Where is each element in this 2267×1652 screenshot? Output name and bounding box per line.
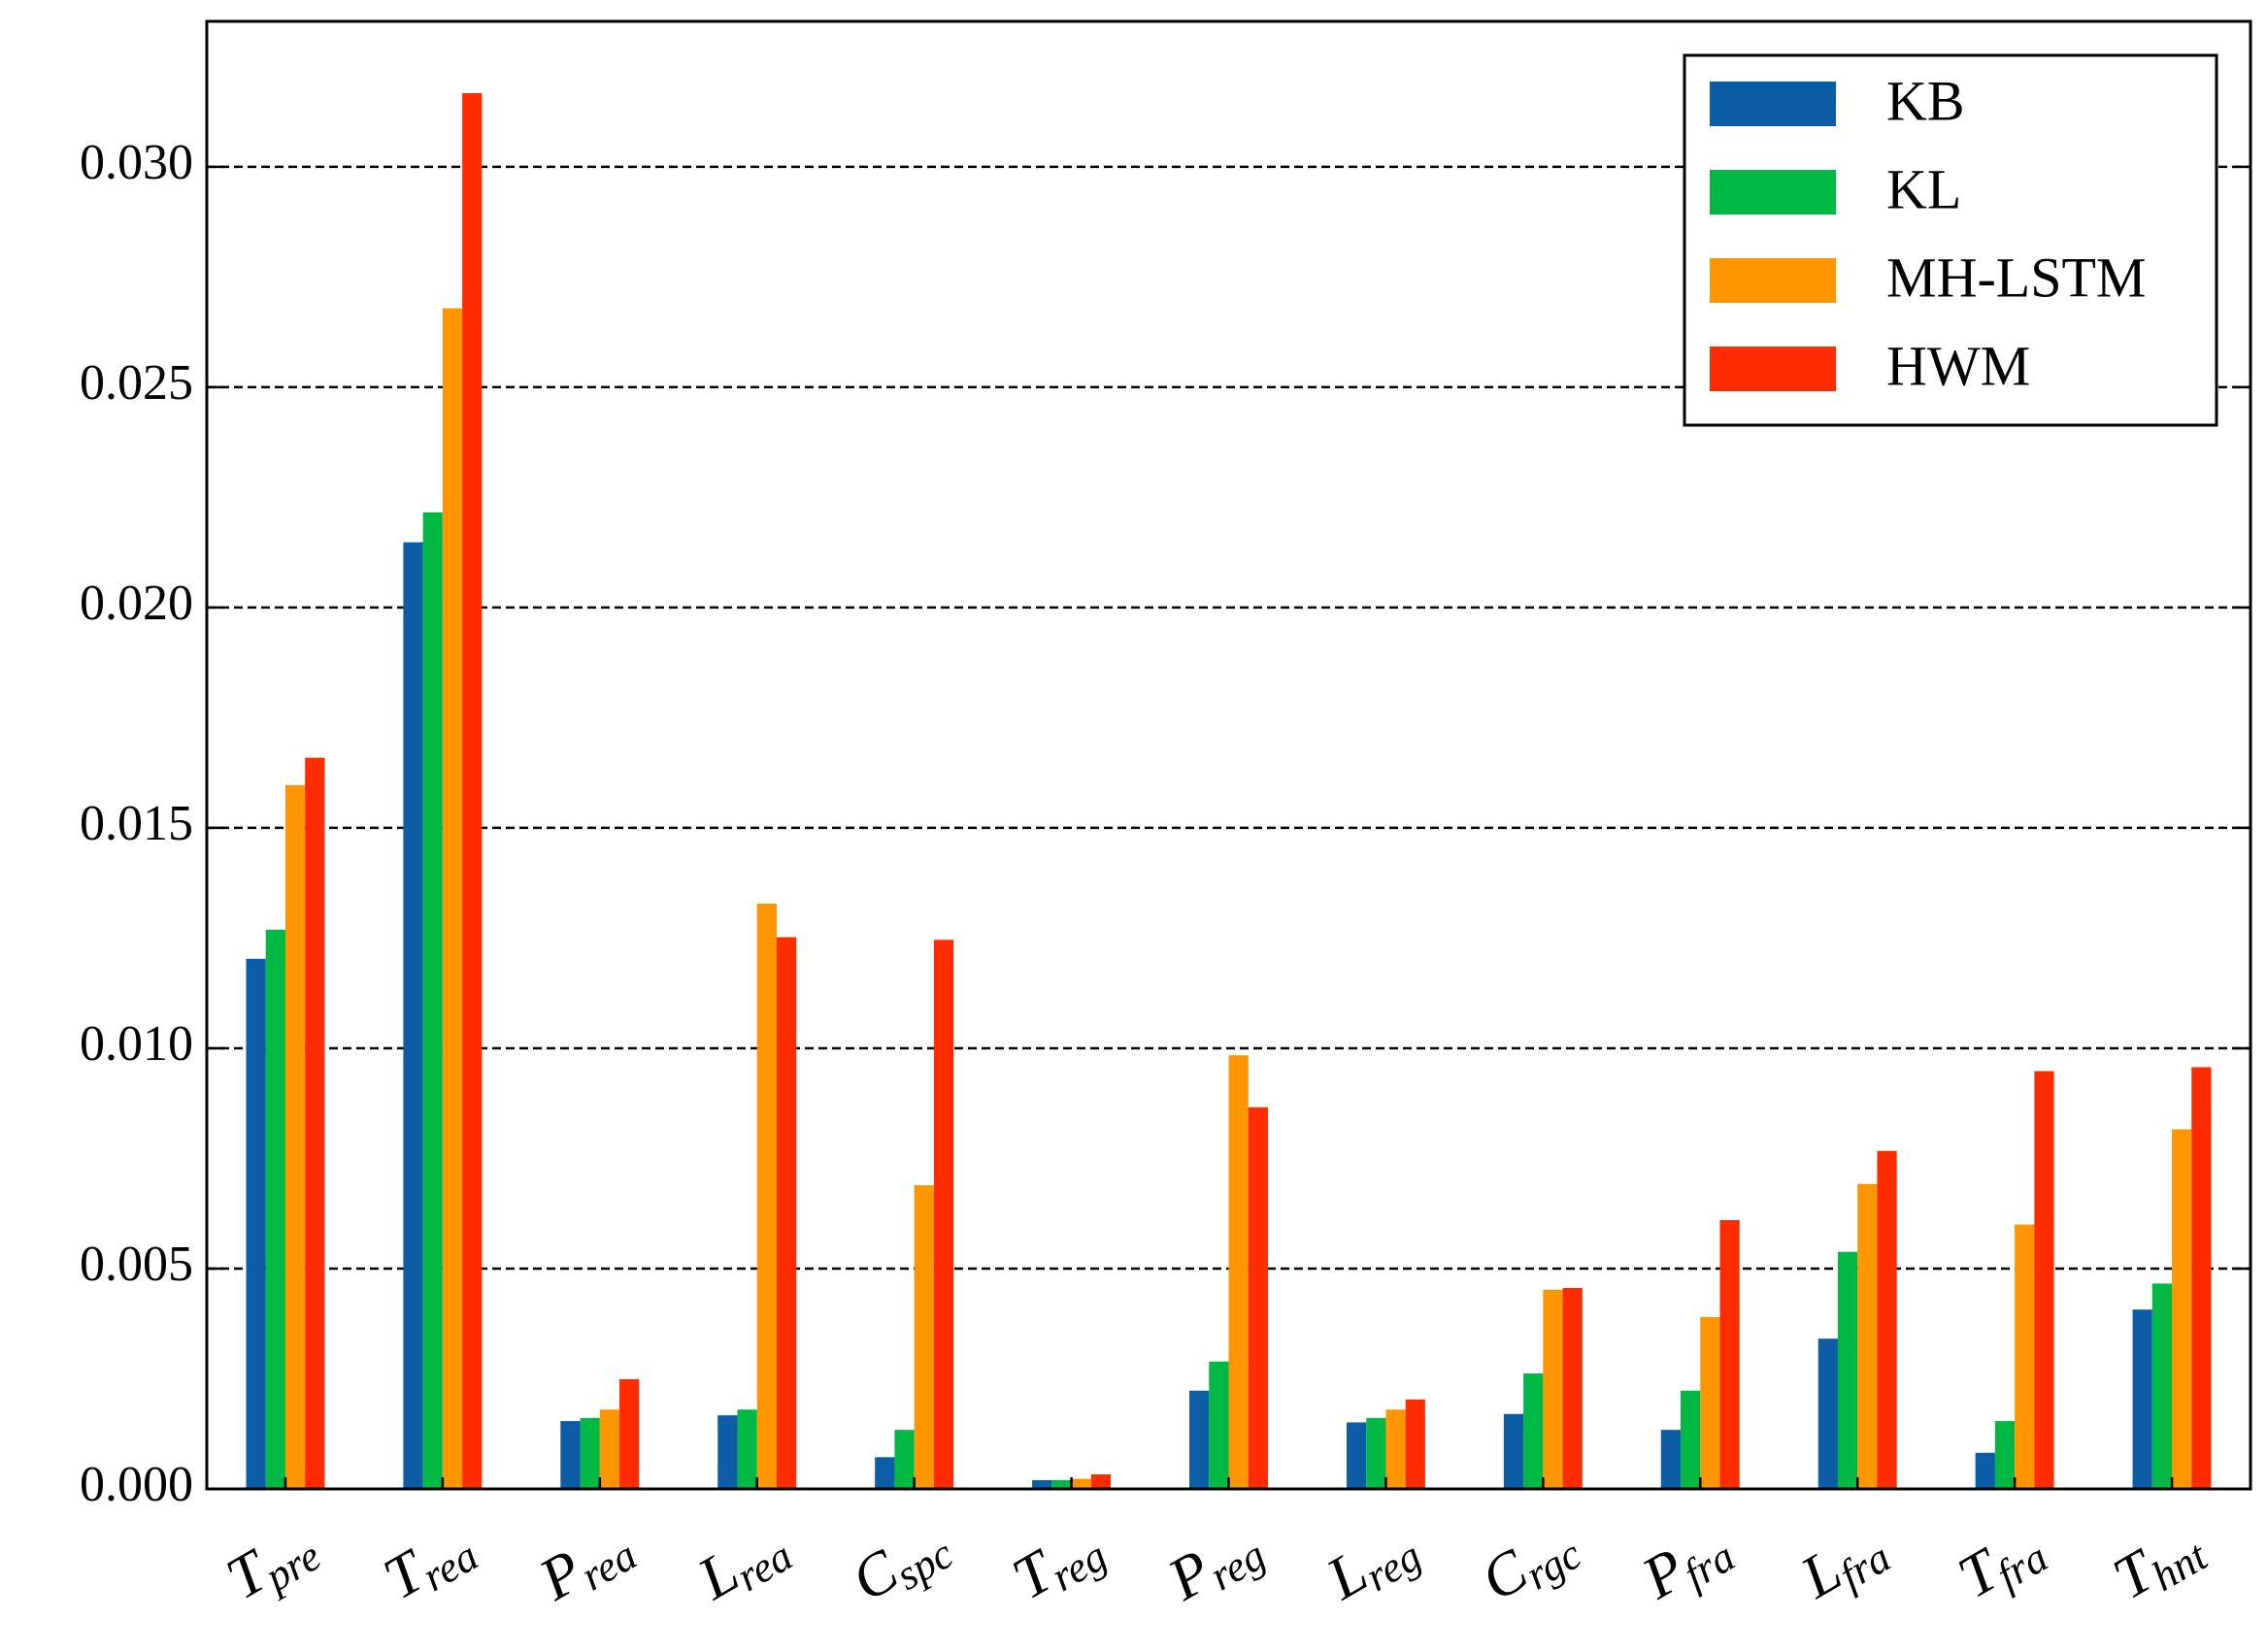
bar (717, 1415, 738, 1489)
bar (756, 904, 777, 1489)
legend-label: KL (1886, 157, 1961, 220)
bar (442, 308, 463, 1489)
x-tick-label: Lrea (686, 1511, 800, 1618)
bar (2172, 1129, 2192, 1489)
bar (1051, 1479, 1072, 1489)
bar (933, 940, 954, 1489)
bar (619, 1378, 640, 1489)
bar (1523, 1373, 1544, 1489)
bar (422, 512, 443, 1489)
y-tick-label: 0.020 (80, 576, 193, 631)
bar (560, 1421, 581, 1489)
bar (1543, 1289, 1563, 1489)
bar (580, 1417, 600, 1489)
legend-label: KB (1886, 69, 1965, 132)
bar (1994, 1421, 2016, 1489)
x-tick-label: Preg (1157, 1510, 1274, 1619)
bar (1975, 1452, 1995, 1489)
bar (1366, 1417, 1386, 1489)
bar (1090, 1474, 1112, 1489)
bar (1071, 1478, 1091, 1489)
legend-label: MH-LSTM (1886, 246, 2146, 309)
bar (1877, 1150, 1897, 1489)
x-tick-label: Lfra (1789, 1512, 1898, 1616)
bar (776, 937, 797, 1489)
x-tick-label: Treg (1002, 1511, 1115, 1618)
bar (1189, 1390, 1210, 1489)
bar (1228, 1055, 1249, 1489)
legend-swatch (1710, 82, 1836, 126)
bar (599, 1409, 620, 1489)
x-tick-label: Crgc (1471, 1509, 1590, 1619)
y-tick-label: 0.030 (80, 135, 193, 190)
bar (284, 784, 306, 1489)
bar (2191, 1067, 2212, 1489)
bar (305, 757, 325, 1489)
y-tick-label: 0.015 (80, 796, 193, 851)
bar (1405, 1399, 1425, 1489)
bar (914, 1185, 934, 1489)
x-tick-label: Lreg (1316, 1511, 1429, 1618)
bar (1032, 1479, 1052, 1489)
bar (1209, 1361, 1229, 1489)
bar (1248, 1107, 1268, 1489)
bar (2151, 1283, 2173, 1489)
bar (1837, 1251, 1858, 1489)
bar (875, 1457, 895, 1489)
bar (894, 1430, 915, 1489)
y-tick-label: 0.005 (80, 1237, 193, 1292)
x-tick-label: Trea (373, 1511, 485, 1618)
legend-label: HWM (1886, 334, 2030, 397)
bar (1817, 1338, 1838, 1489)
bar (1719, 1220, 1740, 1489)
legend-swatch (1710, 347, 1836, 391)
y-tick-label: 0.025 (80, 355, 193, 411)
bar (403, 542, 423, 1489)
legend-swatch (1710, 258, 1836, 303)
bar (1700, 1316, 1720, 1489)
bar (1503, 1413, 1524, 1489)
x-tick-label: Pfra (1631, 1511, 1743, 1617)
bar (1857, 1183, 1878, 1489)
y-tick-label: 0.000 (80, 1457, 193, 1512)
x-tick-label: Tpre (216, 1511, 328, 1618)
bar (462, 93, 483, 1489)
bar (1681, 1390, 1701, 1489)
x-tick-label: Prea (528, 1510, 645, 1619)
bar (246, 958, 266, 1489)
bar (737, 1409, 757, 1489)
x-tick-label: Tfra (1948, 1512, 2055, 1616)
bar (1562, 1287, 1583, 1489)
bar (1660, 1430, 1682, 1489)
bar (2132, 1309, 2152, 1489)
bar (2034, 1071, 2054, 1489)
bar (265, 929, 285, 1489)
x-tick-label: Cspc (841, 1508, 961, 1619)
bar (1385, 1409, 1406, 1489)
plot-frame (205, 19, 2252, 1491)
y-tick-label: 0.010 (80, 1016, 193, 1072)
legend-swatch (1710, 170, 1836, 215)
bar (2015, 1224, 2035, 1489)
bar (1346, 1422, 1367, 1489)
x-tick-label: Thnt (2103, 1510, 2217, 1617)
